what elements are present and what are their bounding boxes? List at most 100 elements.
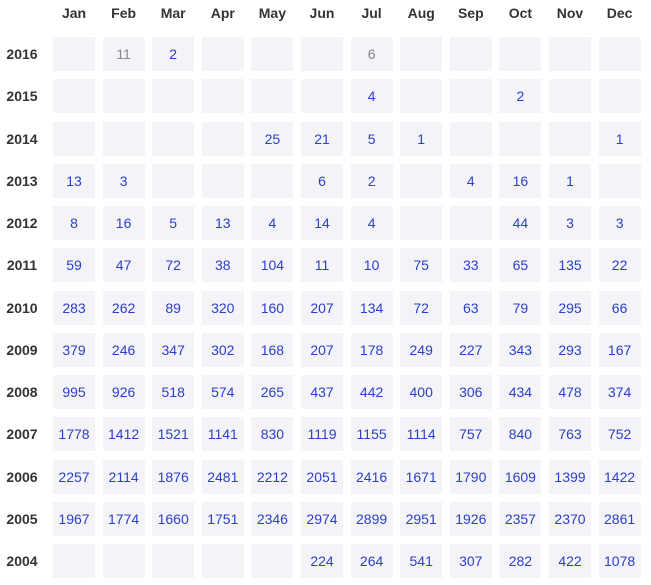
- archive-cell-2004-sep[interactable]: 307: [449, 544, 492, 578]
- archive-cell-2010-oct[interactable]: 79: [499, 290, 542, 325]
- archive-cell-2007-dec[interactable]: 752: [598, 417, 641, 452]
- archive-cell-2011-jan[interactable]: 59: [53, 248, 95, 283]
- archive-cell-2007-oct[interactable]: 840: [499, 417, 542, 452]
- archive-cell-2011-oct[interactable]: 65: [499, 248, 542, 283]
- archive-cell-2008-sep[interactable]: 306: [449, 375, 492, 409]
- archive-cell-2007-apr[interactable]: 1141: [201, 417, 244, 452]
- archive-cell-2006-dec[interactable]: 1422: [598, 459, 641, 494]
- archive-cell-2008-jan[interactable]: 995: [53, 375, 95, 409]
- archive-cell-2013-sep[interactable]: 4: [449, 163, 492, 198]
- archive-cell-2007-jun[interactable]: 1119: [301, 417, 343, 452]
- archive-cell-2011-feb[interactable]: 47: [102, 248, 145, 283]
- archive-cell-2016-jul[interactable]: 6: [350, 37, 393, 71]
- archive-cell-2005-sep[interactable]: 1926: [449, 501, 492, 536]
- archive-cell-2006-jan[interactable]: 2257: [53, 459, 95, 494]
- archive-cell-2016-feb[interactable]: 11: [102, 37, 145, 71]
- archive-cell-2014-jun[interactable]: 21: [301, 121, 343, 156]
- archive-cell-2015-jul[interactable]: 4: [350, 79, 393, 114]
- archive-cell-2009-jun[interactable]: 207: [301, 332, 343, 367]
- archive-cell-2008-nov[interactable]: 478: [549, 375, 591, 409]
- archive-cell-2013-oct[interactable]: 16: [499, 163, 542, 198]
- archive-cell-2011-aug[interactable]: 75: [400, 248, 443, 283]
- archive-cell-2013-jun[interactable]: 6: [301, 163, 343, 198]
- archive-cell-2010-jul[interactable]: 134: [350, 290, 393, 325]
- archive-cell-2004-dec[interactable]: 1078: [598, 544, 641, 578]
- archive-cell-2009-jul[interactable]: 178: [350, 332, 393, 367]
- archive-cell-2010-jun[interactable]: 207: [301, 290, 343, 325]
- archive-cell-2008-oct[interactable]: 434: [499, 375, 542, 409]
- archive-cell-2005-jul[interactable]: 2899: [350, 501, 393, 536]
- archive-cell-2009-dec[interactable]: 167: [598, 332, 641, 367]
- archive-cell-2008-mar[interactable]: 518: [152, 375, 195, 409]
- archive-cell-2012-mar[interactable]: 5: [152, 206, 195, 240]
- archive-cell-2009-aug[interactable]: 249: [400, 332, 443, 367]
- archive-cell-2009-may[interactable]: 168: [251, 332, 294, 367]
- archive-cell-2009-oct[interactable]: 343: [499, 332, 542, 367]
- archive-cell-2007-aug[interactable]: 1114: [400, 417, 443, 452]
- archive-cell-2010-nov[interactable]: 295: [549, 290, 591, 325]
- archive-cell-2006-may[interactable]: 2212: [251, 459, 294, 494]
- archive-cell-2010-may[interactable]: 160: [251, 290, 294, 325]
- archive-cell-2004-nov[interactable]: 422: [549, 544, 591, 578]
- archive-cell-2012-jan[interactable]: 8: [53, 206, 95, 240]
- archive-cell-2013-jan[interactable]: 13: [53, 163, 95, 198]
- archive-cell-2011-may[interactable]: 104: [251, 248, 294, 283]
- archive-cell-2006-jun[interactable]: 2051: [301, 459, 343, 494]
- archive-cell-2005-mar[interactable]: 1660: [152, 501, 195, 536]
- archive-cell-2014-aug[interactable]: 1: [400, 121, 443, 156]
- archive-cell-2011-sep[interactable]: 33: [449, 248, 492, 283]
- archive-cell-2014-dec[interactable]: 1: [598, 121, 641, 156]
- archive-cell-2009-sep[interactable]: 227: [449, 332, 492, 367]
- archive-cell-2005-nov[interactable]: 2370: [549, 501, 591, 536]
- archive-cell-2011-jul[interactable]: 10: [350, 248, 393, 283]
- archive-cell-2010-aug[interactable]: 72: [400, 290, 443, 325]
- archive-cell-2005-may[interactable]: 2346: [251, 501, 294, 536]
- archive-cell-2005-aug[interactable]: 2951: [400, 501, 443, 536]
- archive-cell-2010-mar[interactable]: 89: [152, 290, 195, 325]
- archive-cell-2012-nov[interactable]: 3: [549, 206, 591, 240]
- archive-cell-2006-jul[interactable]: 2416: [350, 459, 393, 494]
- archive-cell-2011-dec[interactable]: 22: [598, 248, 641, 283]
- archive-cell-2006-nov[interactable]: 1399: [549, 459, 591, 494]
- archive-cell-2008-aug[interactable]: 400: [400, 375, 443, 409]
- archive-cell-2007-may[interactable]: 830: [251, 417, 294, 452]
- archive-cell-2004-aug[interactable]: 541: [400, 544, 443, 578]
- archive-cell-2008-feb[interactable]: 926: [102, 375, 145, 409]
- archive-cell-2005-apr[interactable]: 1751: [201, 501, 244, 536]
- archive-cell-2007-nov[interactable]: 763: [549, 417, 591, 452]
- archive-cell-2004-oct[interactable]: 282: [499, 544, 542, 578]
- archive-cell-2011-apr[interactable]: 38: [201, 248, 244, 283]
- archive-cell-2006-apr[interactable]: 2481: [201, 459, 244, 494]
- archive-cell-2015-oct[interactable]: 2: [499, 79, 542, 114]
- archive-cell-2006-aug[interactable]: 1671: [400, 459, 443, 494]
- archive-cell-2004-jul[interactable]: 264: [350, 544, 393, 578]
- archive-cell-2009-feb[interactable]: 246: [102, 332, 145, 367]
- archive-cell-2008-apr[interactable]: 574: [201, 375, 244, 409]
- archive-cell-2010-feb[interactable]: 262: [102, 290, 145, 325]
- archive-cell-2012-oct[interactable]: 44: [499, 206, 542, 240]
- archive-cell-2014-may[interactable]: 25: [251, 121, 294, 156]
- archive-cell-2009-nov[interactable]: 293: [549, 332, 591, 367]
- archive-cell-2006-oct[interactable]: 1609: [499, 459, 542, 494]
- archive-cell-2007-jul[interactable]: 1155: [350, 417, 393, 452]
- archive-cell-2007-mar[interactable]: 1521: [152, 417, 195, 452]
- archive-cell-2007-sep[interactable]: 757: [449, 417, 492, 452]
- archive-cell-2010-dec[interactable]: 66: [598, 290, 641, 325]
- archive-cell-2004-jun[interactable]: 224: [301, 544, 343, 578]
- archive-cell-2012-may[interactable]: 4: [251, 206, 294, 240]
- archive-cell-2013-jul[interactable]: 2: [350, 163, 393, 198]
- archive-cell-2013-nov[interactable]: 1: [549, 163, 591, 198]
- archive-cell-2012-dec[interactable]: 3: [598, 206, 641, 240]
- archive-cell-2011-nov[interactable]: 135: [549, 248, 591, 283]
- archive-cell-2008-jul[interactable]: 442: [350, 375, 393, 409]
- archive-cell-2014-jul[interactable]: 5: [350, 121, 393, 156]
- archive-cell-2005-jan[interactable]: 1967: [53, 501, 95, 536]
- archive-cell-2007-jan[interactable]: 1778: [53, 417, 95, 452]
- archive-cell-2012-jul[interactable]: 4: [350, 206, 393, 240]
- archive-cell-2008-jun[interactable]: 437: [301, 375, 343, 409]
- archive-cell-2010-sep[interactable]: 63: [449, 290, 492, 325]
- archive-cell-2009-apr[interactable]: 302: [201, 332, 244, 367]
- archive-cell-2005-dec[interactable]: 2861: [598, 501, 641, 536]
- archive-cell-2012-feb[interactable]: 16: [102, 206, 145, 240]
- archive-cell-2012-apr[interactable]: 13: [201, 206, 244, 240]
